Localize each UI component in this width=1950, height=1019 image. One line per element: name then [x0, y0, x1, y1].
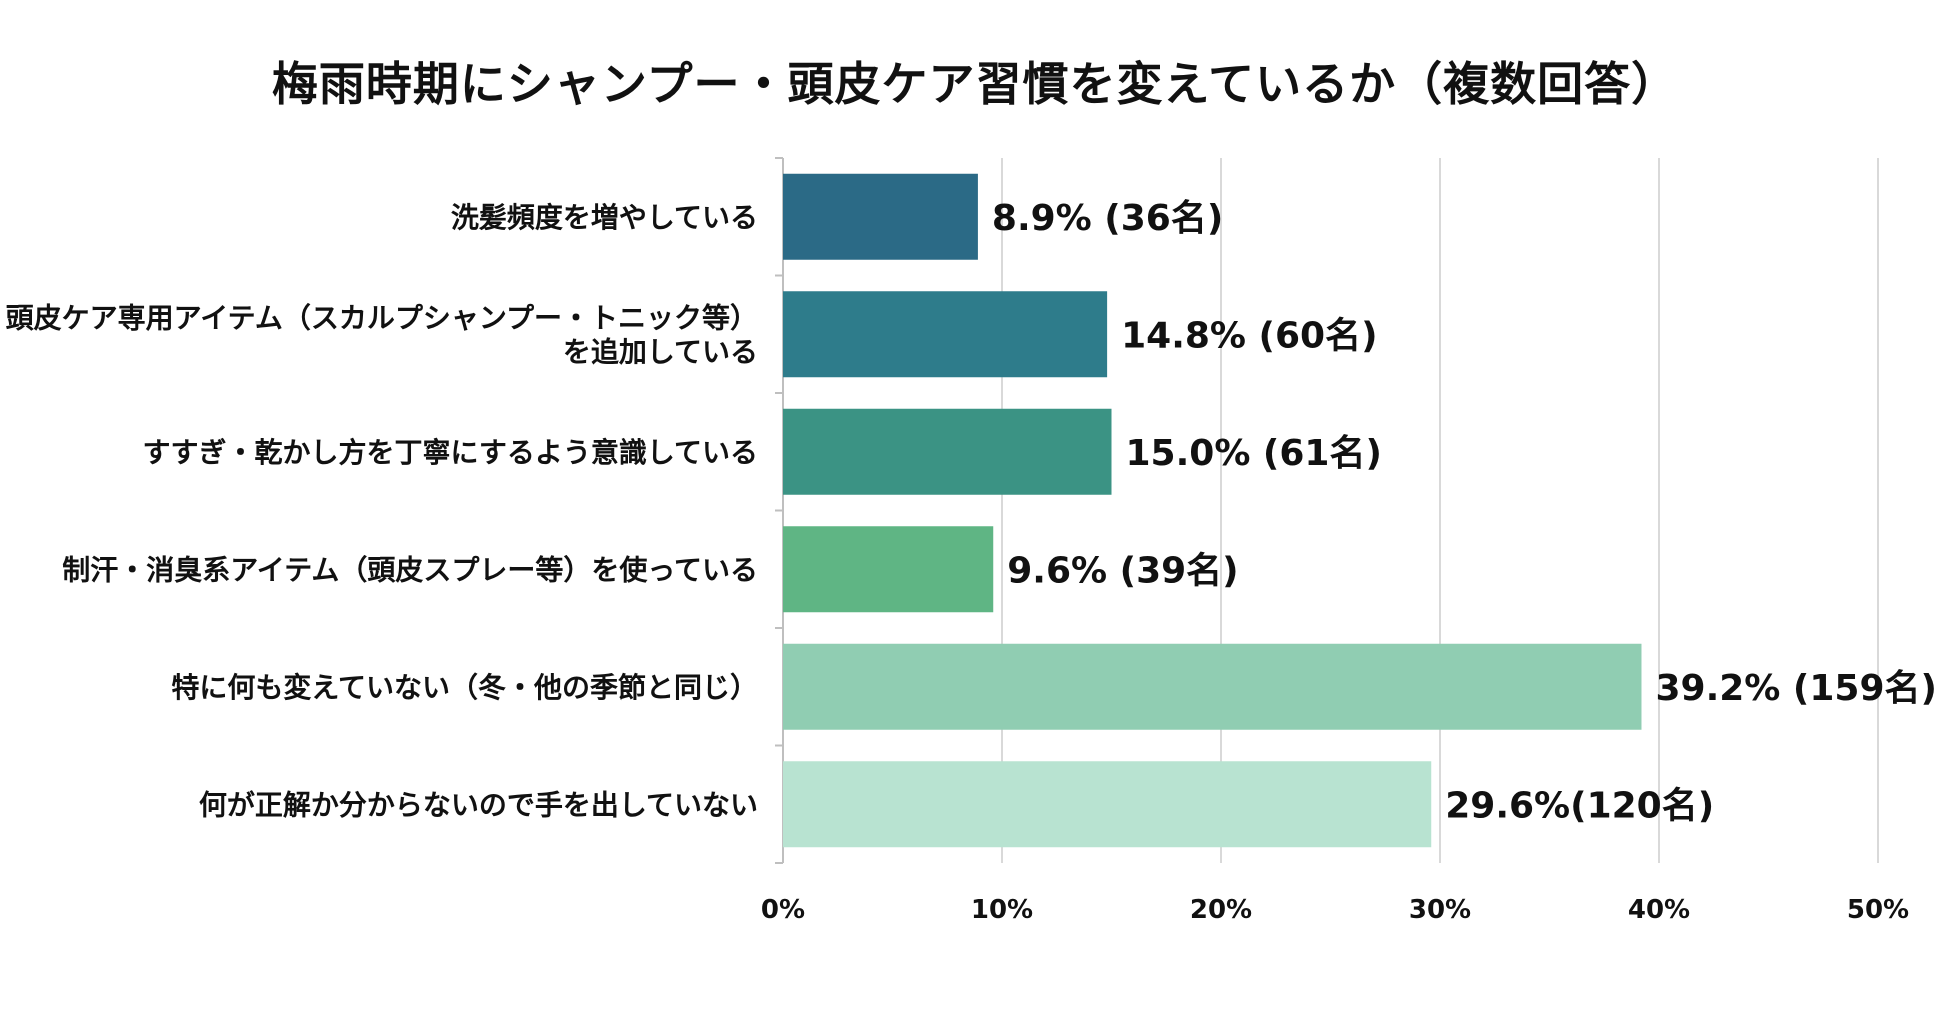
- bar: [783, 761, 1432, 848]
- category-label-line: 頭皮ケア専用アイテム（スカルプシャンプー・トニック等）: [6, 301, 758, 334]
- bar: [783, 408, 1112, 495]
- value-label: 15.0% (61名): [1126, 433, 1382, 474]
- x-tick-label: 30%: [1409, 895, 1471, 925]
- value-label: 14.8% (60名): [1121, 315, 1377, 356]
- bar: [783, 643, 1642, 730]
- value-label: 29.6%(120名): [1445, 785, 1714, 826]
- category-label: 頭皮ケア専用アイテム（スカルプシャンプー・トニック等）を追加している: [6, 301, 758, 368]
- category-label-line: 洗髪頻度を増やしている: [451, 201, 758, 234]
- x-tick-label: 40%: [1628, 895, 1690, 925]
- bar: [783, 291, 1108, 378]
- value-label: 39.2% (159名): [1655, 668, 1936, 709]
- chart-title: 梅雨時期にシャンプー・頭皮ケア習慣を変えているか（複数回答）: [271, 57, 1679, 111]
- category-label-line: 特に何も変えていない（冬・他の季節と同じ）: [171, 671, 758, 704]
- category-label-line: すすぎ・乾かし方を丁寧にするよう意識している: [143, 436, 758, 469]
- category-label: 特に何も変えていない（冬・他の季節と同じ）: [171, 671, 758, 704]
- value-label: 9.6% (39名): [1007, 550, 1238, 591]
- category-label: 制汗・消臭系アイテム（頭皮スプレー等）を使っている: [62, 553, 758, 586]
- category-label: すすぎ・乾かし方を丁寧にするよう意識している: [143, 436, 758, 469]
- bar: [783, 526, 994, 613]
- category-label: 何が正解か分からないので手を出していない: [199, 788, 758, 821]
- category-label-line: 何が正解か分からないので手を出していない: [199, 788, 758, 821]
- x-tick-label: 50%: [1847, 895, 1909, 925]
- category-label-line: を追加している: [563, 335, 758, 368]
- value-label: 8.9% (36名): [992, 198, 1223, 239]
- category-label-line: 制汗・消臭系アイテム（頭皮スプレー等）を使っている: [62, 553, 758, 586]
- category-label: 洗髪頻度を増やしている: [451, 201, 758, 234]
- bar: [783, 173, 978, 260]
- x-tick-label: 10%: [971, 895, 1033, 925]
- x-tick-label: 0%: [761, 895, 805, 925]
- x-tick-label: 20%: [1190, 895, 1252, 925]
